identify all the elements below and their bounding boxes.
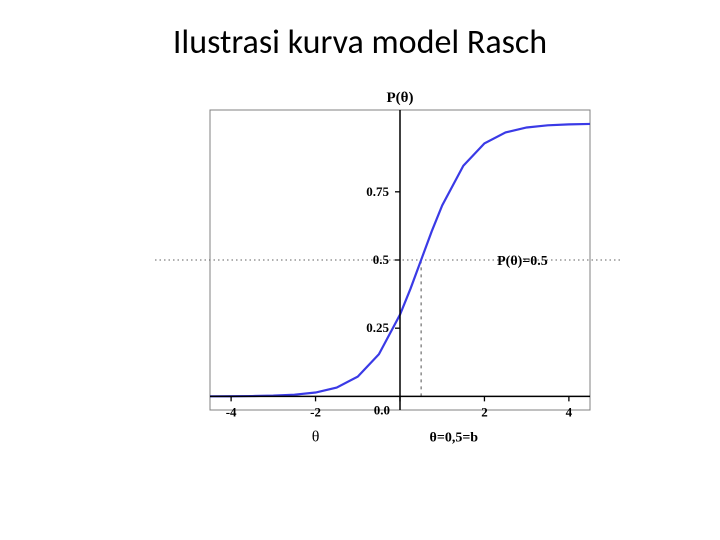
svg-text:0.25: 0.25: [366, 320, 389, 335]
svg-text:θ=0,5=b: θ=0,5=b: [430, 430, 479, 445]
svg-text:P(θ)=0.5: P(θ)=0.5: [497, 254, 548, 269]
svg-text:0.5: 0.5: [373, 252, 390, 267]
chart-svg: P(θ)=0.5 -4 -2 2 4 0.25 0.5 0.75 0.0 P(θ) θ θ=0,5=b: [120, 80, 620, 480]
slide-title-text: Ilustrasi kurva model Rasch: [173, 22, 547, 63]
svg-text:2: 2: [481, 404, 488, 419]
svg-text:-4: -4: [226, 404, 237, 419]
svg-text:-2: -2: [310, 404, 321, 419]
svg-text:0.0: 0.0: [374, 402, 390, 417]
slide-title: Ilustrasi kurva model Rasch: [0, 22, 720, 63]
rasch-chart: P(θ)=0.5 -4 -2 2 4 0.25 0.5 0.75 0.0 P(θ) θ θ=0,5=b: [120, 80, 620, 480]
svg-text:4: 4: [566, 404, 573, 419]
svg-text:P(θ): P(θ): [387, 90, 414, 106]
svg-text:θ: θ: [312, 428, 320, 445]
svg-text:0.75: 0.75: [366, 184, 389, 199]
